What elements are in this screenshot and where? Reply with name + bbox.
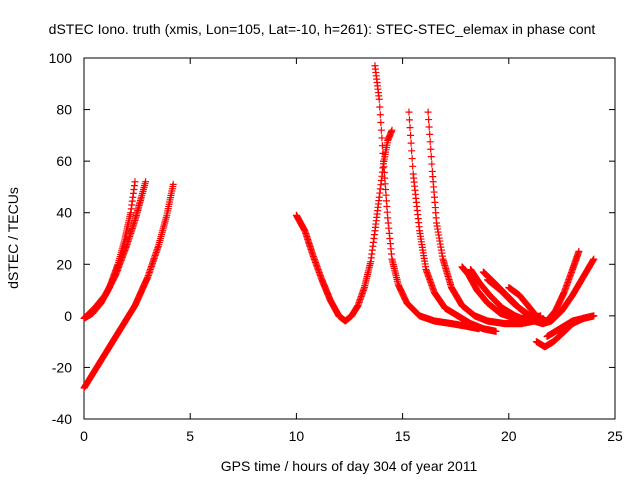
y-tick-label: 20 [56, 256, 72, 272]
series-15 [543, 312, 598, 340]
data-point [427, 153, 435, 161]
x-tick-label: 10 [289, 428, 305, 444]
data-point [407, 131, 415, 139]
data-point [405, 108, 413, 116]
x-tick-label: 15 [395, 428, 411, 444]
data-point [169, 180, 177, 188]
data-point [377, 118, 385, 126]
data-point [375, 95, 383, 103]
x-tick-labels: 0 5 10 15 20 25 [80, 428, 623, 444]
data-point [379, 149, 387, 157]
data-point [575, 247, 583, 255]
data-point [407, 139, 415, 147]
data-point [377, 126, 385, 134]
series-layer [80, 62, 598, 392]
data-point [424, 108, 432, 116]
data-point [378, 142, 386, 150]
plot-frame [83, 57, 616, 420]
series-4 [292, 126, 396, 325]
data-point [425, 123, 433, 131]
data-point [590, 312, 598, 320]
data-point [378, 134, 386, 142]
x-tick-label: 0 [80, 428, 88, 444]
y-tick-labels: -40 -20 0 20 40 60 80 100 [49, 50, 73, 427]
y-tick-label: 60 [56, 153, 72, 169]
data-point [376, 103, 384, 111]
chart-title: dSTEC Iono. truth (xmis, Lon=105, Lat=-1… [49, 21, 596, 37]
data-point [131, 178, 139, 186]
series-1 [80, 178, 139, 322]
x-axis-label: GPS time / hours of day 304 of year 2011 [221, 458, 478, 474]
data-point [492, 327, 500, 335]
y-tick-label: -20 [52, 359, 72, 375]
data-point [376, 111, 384, 119]
series-3 [80, 180, 177, 392]
data-point [388, 126, 396, 134]
data-point [408, 147, 416, 155]
y-tick-label: 40 [56, 205, 72, 221]
data-point [409, 162, 417, 170]
y-tick-label: 0 [64, 308, 72, 324]
series-12 [505, 247, 583, 325]
x-tick-label: 25 [607, 428, 623, 444]
data-point [408, 155, 416, 163]
y-tick-label: -40 [52, 411, 72, 427]
y-tick-label: 80 [56, 102, 72, 118]
data-point [406, 116, 414, 124]
data-point [426, 130, 434, 138]
series-13 [522, 255, 598, 328]
y-axis-label: dSTEC / TECUs [5, 187, 21, 289]
data-point [406, 124, 414, 132]
x-tick-label: 5 [186, 428, 194, 444]
x-tick-label: 20 [501, 428, 517, 444]
data-point [590, 255, 598, 263]
data-point [427, 145, 435, 153]
series-5 [371, 62, 483, 333]
data-point [142, 178, 150, 186]
series-7 [424, 108, 538, 328]
data-point [426, 138, 434, 146]
data-point [428, 160, 436, 168]
series-6 [405, 108, 500, 335]
y-tick-label: 100 [49, 50, 73, 66]
data-point [425, 116, 433, 124]
series-2 [80, 178, 150, 322]
